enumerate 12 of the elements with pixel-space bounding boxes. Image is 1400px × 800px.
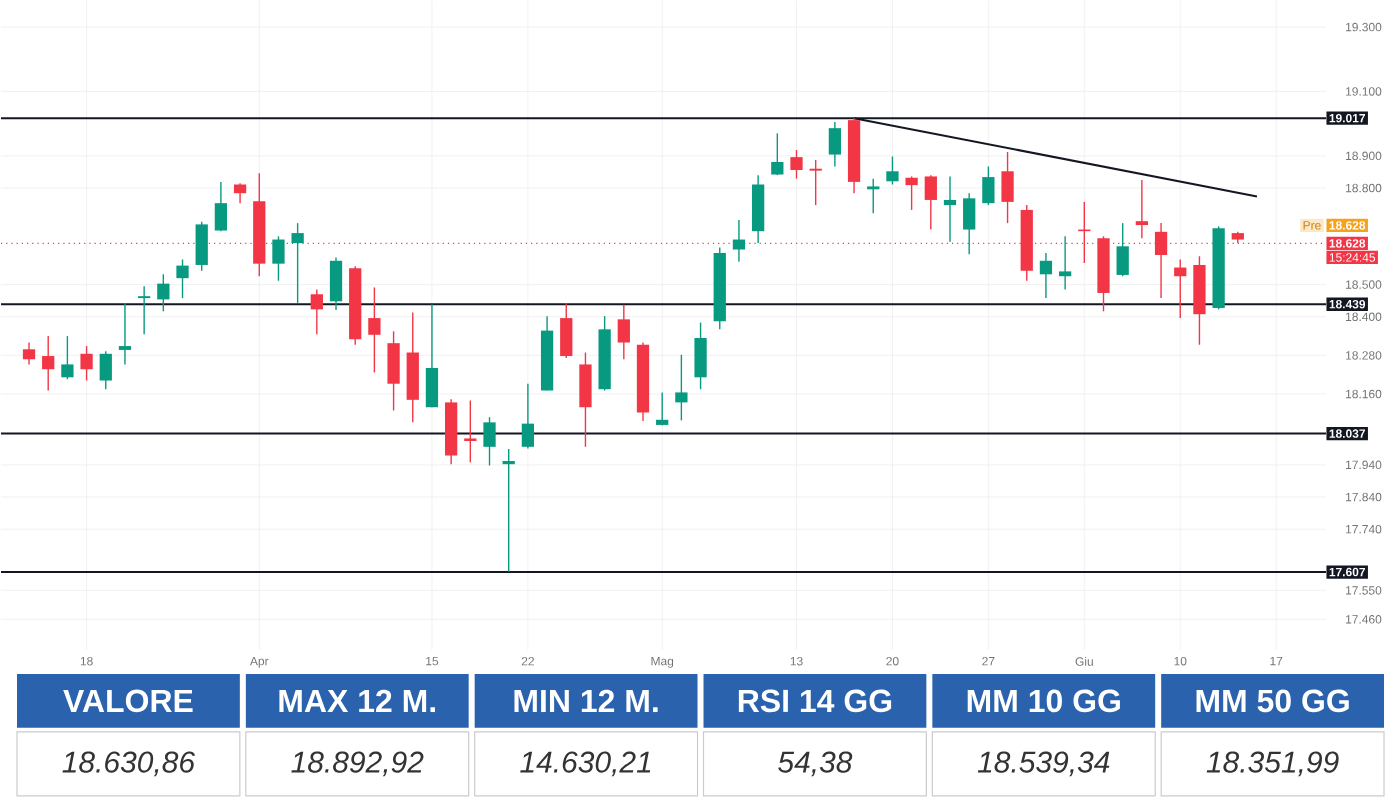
text: 14.630,21 [520,751,651,777]
text: MIN 12 M. [514,689,658,713]
text: MM 10 GG [967,689,1120,713]
text: 18.892,92 [291,751,424,777]
text: 18.539,34 [977,751,1110,777]
text: MM 50 GG [1196,689,1349,713]
text: 18.351,99 [1206,751,1339,777]
text: MAX 12 M. [279,689,435,713]
text: 18.630,86 [62,751,196,777]
text: RSI 14 GG [738,689,892,713]
text: VALORE [63,689,193,713]
text: 54,38 [778,751,853,777]
